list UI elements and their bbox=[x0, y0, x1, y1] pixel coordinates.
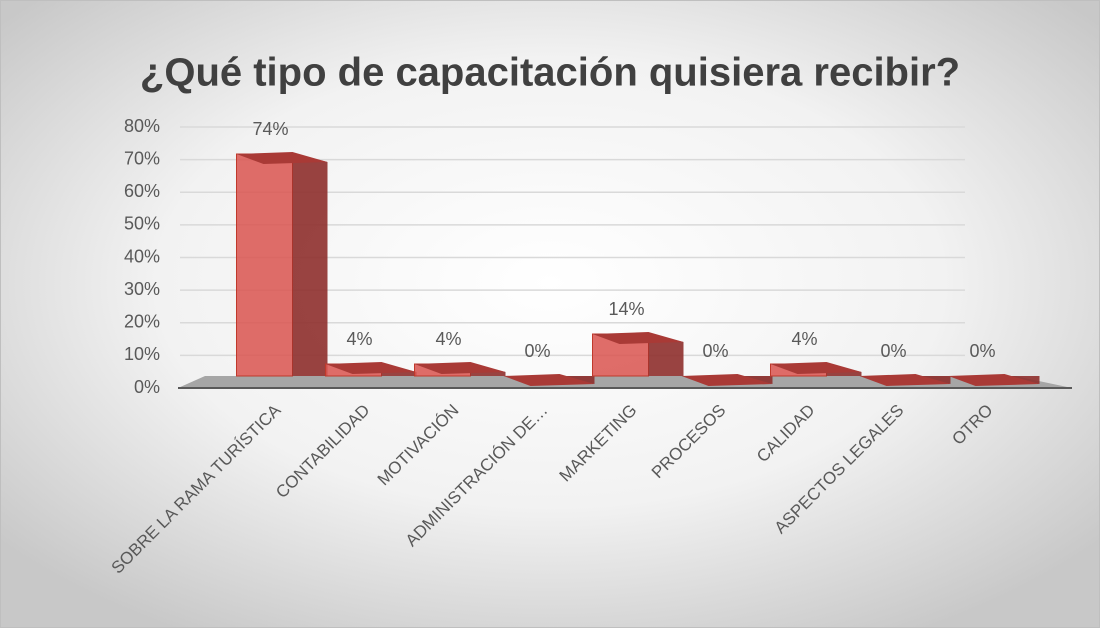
data-label: 4% bbox=[435, 329, 461, 349]
bar-top bbox=[325, 362, 417, 374]
bar-top bbox=[859, 374, 951, 386]
data-label: 4% bbox=[346, 329, 372, 349]
data-label: 0% bbox=[969, 341, 995, 361]
y-tick-label: 60% bbox=[124, 181, 160, 201]
data-label: 4% bbox=[791, 329, 817, 349]
y-tick-label: 50% bbox=[124, 214, 160, 234]
y-tick-label: 30% bbox=[124, 279, 160, 299]
bar-top bbox=[414, 362, 506, 374]
y-tick-label: 80% bbox=[124, 116, 160, 136]
data-label: 0% bbox=[702, 341, 728, 361]
bar-top bbox=[503, 374, 595, 386]
y-tick-label: 0% bbox=[134, 377, 160, 397]
chart-title: ¿Qué tipo de capacitación quisiera recib… bbox=[140, 51, 960, 95]
bar-side bbox=[292, 154, 328, 376]
bar-side bbox=[648, 334, 684, 376]
data-label: 0% bbox=[524, 341, 550, 361]
data-label: 74% bbox=[252, 119, 288, 139]
data-label: 0% bbox=[880, 341, 906, 361]
floor bbox=[178, 376, 1072, 388]
data-label: 14% bbox=[608, 299, 644, 319]
bar-top bbox=[948, 374, 1040, 386]
y-tick-label: 40% bbox=[124, 246, 160, 266]
bar-top bbox=[592, 332, 684, 344]
bar-top bbox=[236, 152, 328, 164]
y-tick-label: 20% bbox=[124, 312, 160, 332]
y-tick-label: 70% bbox=[124, 148, 160, 168]
bar-top bbox=[681, 374, 773, 386]
bar-top bbox=[770, 362, 862, 374]
y-tick-label: 10% bbox=[124, 344, 160, 364]
bar-front bbox=[236, 153, 293, 377]
